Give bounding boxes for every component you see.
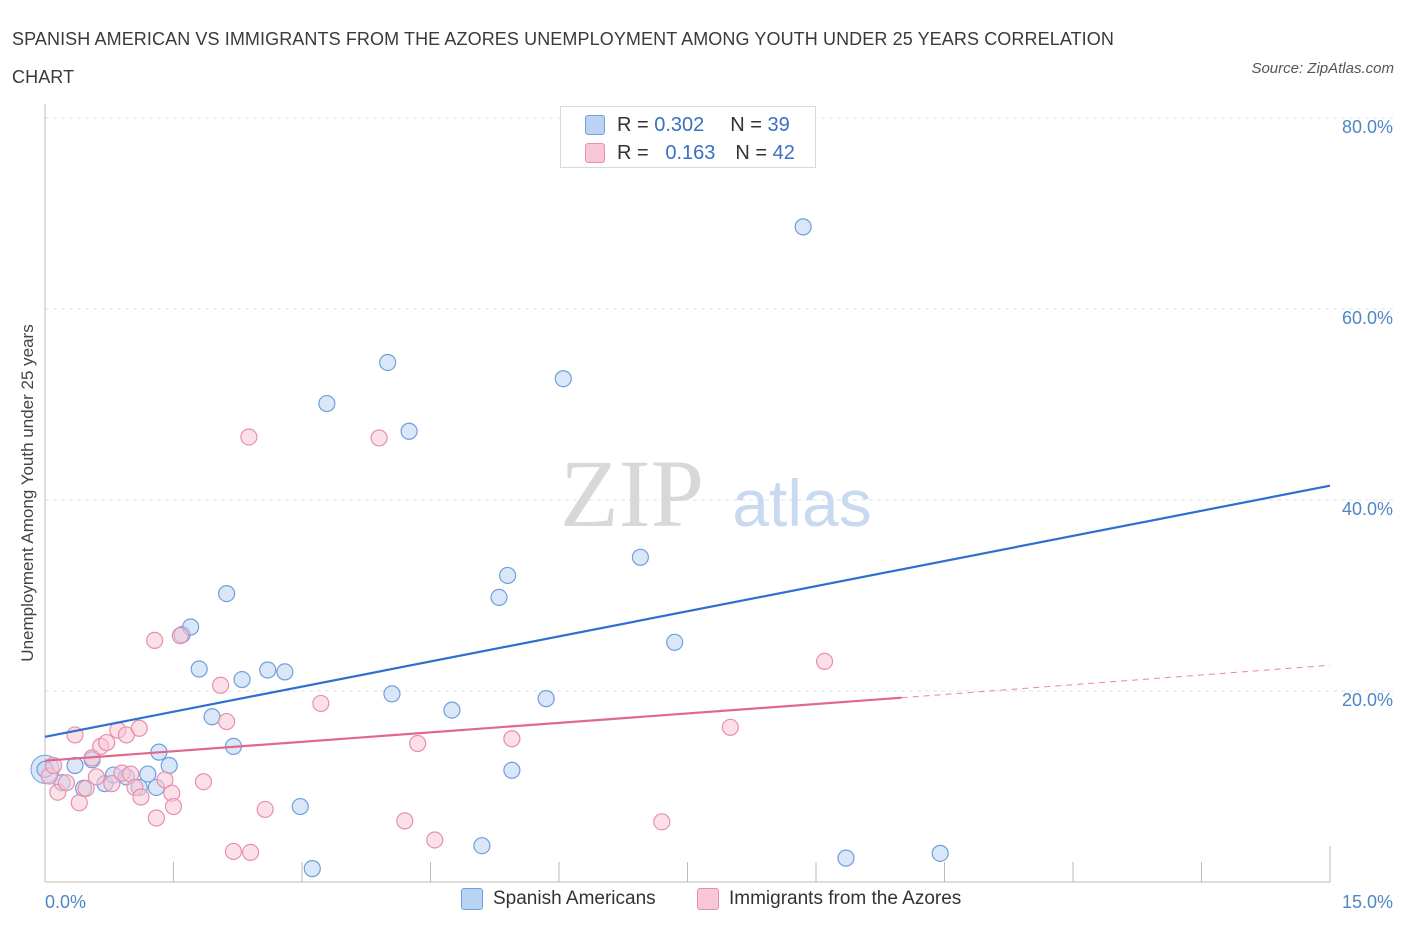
point-azores (370, 429, 388, 447)
legend-row-azores: R = 0.163 N = 42 (585, 139, 795, 167)
point-azores (256, 800, 274, 819)
trend-line-azores (44, 696, 902, 762)
point-azores (815, 652, 834, 670)
point-azores (312, 694, 330, 713)
legend-r-value: 0.163 (665, 141, 716, 164)
point-azores (57, 774, 76, 792)
legend-n-label: N = (730, 113, 762, 136)
point-azores (224, 842, 243, 861)
point-spanish-americans (400, 422, 418, 440)
legend-label: Spanish Americans (493, 888, 656, 909)
point-azores (721, 718, 739, 736)
watermark: ZIP atlas (560, 440, 872, 547)
point-azores (426, 831, 444, 849)
x-tick-label: 0.0% (45, 892, 86, 912)
watermark-atlas: atlas (732, 466, 871, 540)
point-spanish-americans (554, 370, 572, 388)
point-spanish-americans (379, 353, 397, 372)
point-spanish-americans (837, 849, 855, 867)
source-credit: Source: ZipAtlas.com (1251, 60, 1394, 77)
legend-n-value: 42 (772, 141, 795, 164)
legend-swatch-blue (461, 888, 483, 910)
point-spanish-americans (931, 844, 949, 862)
point-spanish-americans (218, 584, 236, 603)
point-azores (653, 813, 671, 831)
legend-n-value: 39 (767, 113, 790, 136)
trend-line-spanish-americans (44, 484, 1331, 738)
trend-lines (44, 484, 1331, 762)
point-spanish-americans (160, 756, 178, 775)
point-azores (242, 843, 260, 861)
point-spanish-americans (503, 761, 521, 779)
point-azores (146, 631, 164, 649)
point-spanish-americans (631, 548, 649, 566)
point-spanish-americans (276, 663, 294, 681)
point-azores (77, 779, 95, 798)
point-spanish-americans (473, 837, 491, 855)
point-spanish-americans (794, 218, 812, 236)
point-spanish-americans (443, 701, 461, 719)
point-spanish-americans (259, 661, 277, 679)
point-spanish-americans (499, 566, 517, 585)
point-azores (218, 712, 236, 731)
point-spanish-americans (291, 797, 309, 816)
point-azores (130, 719, 148, 737)
legend-r-label: R = (617, 141, 649, 164)
axes (44, 104, 1331, 883)
watermark-zip: ZIP (560, 440, 704, 547)
point-spanish-americans (537, 690, 555, 708)
tick-labels: 20.0% 40.0% 60.0% 80.0% 0.0% 15.0% (45, 117, 1393, 912)
point-spanish-americans (490, 588, 508, 607)
point-azores (164, 797, 183, 816)
legend-r-value: 0.302 (654, 113, 705, 136)
legend-swatch-pink (697, 888, 719, 910)
point-azores (240, 428, 258, 446)
point-spanish-americans (303, 860, 321, 878)
point-spanish-americans (666, 633, 684, 651)
point-azores (70, 794, 88, 812)
chart-title: SPANISH AMERICAN VS IMMIGRANTS FROM THE … (12, 29, 1114, 87)
trend-line-azores-extension (901, 664, 1331, 699)
x-tick-label: 15.0% (1342, 892, 1393, 912)
point-spanish-americans (318, 394, 336, 413)
y-tick-label: 40.0% (1342, 499, 1393, 519)
data-points (30, 218, 949, 878)
legend-r-label: R = (617, 113, 649, 136)
legend-item-spanish-americans: Spanish Americans (461, 888, 656, 910)
legend-row-spanish-americans: R = 0.302 N = 39 (585, 111, 790, 139)
point-azores (409, 734, 427, 753)
point-azores (132, 788, 150, 806)
point-azores (194, 773, 213, 791)
point-azores (98, 733, 116, 752)
legend-swatch-pink (585, 143, 605, 163)
legend-swatch-blue (585, 115, 605, 135)
y-tick-label: 80.0% (1342, 117, 1393, 137)
point-spanish-americans (139, 765, 157, 783)
point-azores (212, 676, 230, 694)
legend-n-label: N = (735, 141, 768, 164)
point-spanish-americans (190, 660, 208, 678)
point-spanish-americans (383, 685, 401, 703)
stats-legend: R = 0.302 N = 39 R = 0.163 N = 42 (560, 106, 816, 168)
point-azores (503, 730, 521, 748)
y-tick-label: 60.0% (1342, 308, 1393, 328)
point-azores (87, 768, 106, 786)
legend-label: Immigrants from the Azores (729, 888, 962, 909)
point-spanish-americans (203, 708, 221, 726)
y-tick-label: 20.0% (1342, 690, 1393, 710)
point-azores (44, 756, 63, 775)
point-azores (147, 809, 165, 827)
point-azores (171, 627, 189, 645)
point-azores (103, 775, 121, 793)
point-azores (396, 812, 414, 830)
point-spanish-americans (233, 670, 251, 689)
point-azores (156, 771, 174, 789)
legend-item-azores: Immigrants from the Azores (697, 888, 961, 910)
